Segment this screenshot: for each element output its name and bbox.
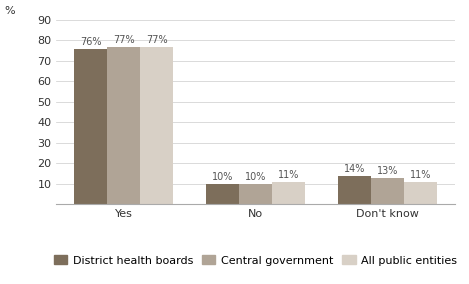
Bar [404,182,437,204]
Text: %: % [5,6,15,16]
Text: 77%: 77% [113,35,135,45]
Text: 11%: 11% [278,170,299,180]
Bar [338,176,371,204]
Legend: District health boards, Central government, All public entities: District health boards, Central governme… [50,251,461,270]
Bar [272,182,305,204]
Text: 10%: 10% [212,172,234,182]
Bar [107,47,140,204]
Text: 77%: 77% [146,35,167,45]
Bar [206,184,239,204]
Text: 76%: 76% [80,37,102,47]
Bar [239,184,272,204]
Bar [75,49,107,204]
Bar [140,47,173,204]
Text: 14%: 14% [344,164,365,174]
Bar [371,178,404,204]
Text: 13%: 13% [377,166,398,176]
Text: 11%: 11% [409,170,431,180]
Text: 10%: 10% [245,172,266,182]
